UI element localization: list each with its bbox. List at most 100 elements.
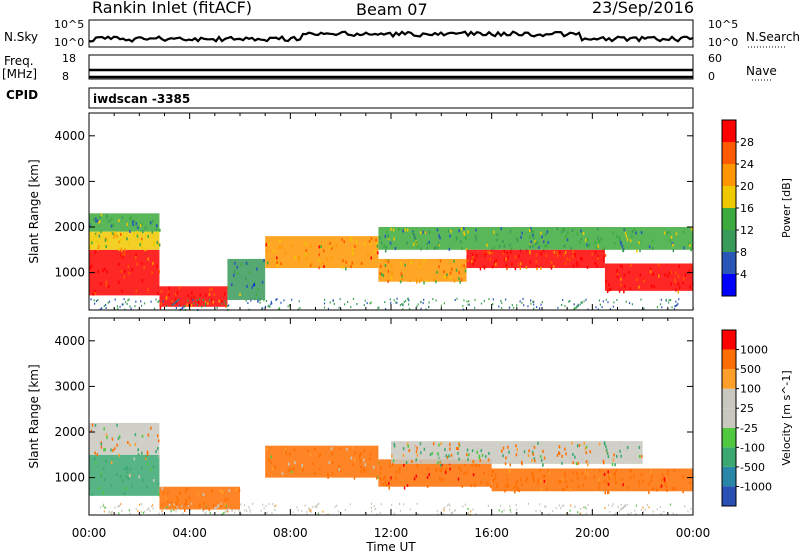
- heatmap-cell: [388, 486, 391, 490]
- heatmap-cell: [223, 292, 226, 296]
- heatmap-cell: [600, 237, 603, 241]
- heatmap-cell: [425, 308, 427, 311]
- heatmap-cell: [531, 450, 534, 454]
- heatmap-cell: [389, 298, 391, 301]
- heatmap-cell: [177, 507, 179, 510]
- heatmap-cell: [308, 507, 310, 510]
- heatmap-cell: [141, 434, 144, 438]
- heatmap-cell: [312, 462, 314, 466]
- x-tick-label: 16:00: [474, 526, 509, 540]
- heatmap-cell: [613, 453, 615, 457]
- heatmap-cell: [383, 245, 386, 249]
- heatmap-cell: [644, 508, 646, 511]
- heatmap-cell: [298, 258, 300, 262]
- heatmap-cell: [575, 462, 578, 466]
- heatmap-cell: [570, 504, 572, 507]
- heatmap-cell: [218, 504, 220, 507]
- heatmap-cell: [197, 300, 200, 304]
- heatmap-cell: [285, 450, 287, 454]
- heatmap-cell: [546, 230, 549, 234]
- heatmap-cell: [656, 508, 659, 511]
- heatmap-cell: [557, 306, 559, 309]
- heatmap-cell: [157, 300, 159, 303]
- heatmap-cell: [146, 508, 148, 511]
- heatmap-cell: [253, 283, 255, 287]
- heatmap-cell: [157, 439, 160, 443]
- heatmap-cell: [620, 242, 622, 246]
- heatmap-cell: [622, 249, 625, 253]
- heatmap-cell: [375, 238, 377, 242]
- heatmap-cell: [580, 512, 582, 515]
- heatmap-cell: [463, 299, 465, 302]
- heatmap-cell: [491, 265, 494, 269]
- heatmap-cell: [507, 255, 509, 259]
- heatmap-cell: [370, 237, 373, 241]
- heatmap-cell: [219, 489, 221, 493]
- heatmap-cell: [439, 259, 442, 263]
- heatmap-cell: [504, 489, 506, 493]
- heatmap-cell: [542, 474, 545, 478]
- heatmap-cell: [587, 238, 589, 242]
- heatmap-cell: [674, 278, 676, 282]
- heatmap-cell: [463, 472, 466, 476]
- heatmap-cell: [89, 224, 91, 228]
- heatmap-cell: [613, 241, 616, 245]
- heatmap-cell: [118, 219, 120, 223]
- heatmap-cell: [672, 512, 674, 515]
- heatmap-cell: [127, 299, 129, 302]
- heatmap-cell: [442, 478, 444, 482]
- heatmap-cell: [328, 460, 331, 464]
- heatmap-cell: [468, 303, 470, 306]
- heatmap-cell: [137, 448, 139, 452]
- heatmap-cell: [395, 476, 397, 480]
- heatmap-cell: [128, 298, 130, 301]
- heatmap-cell: [530, 227, 532, 231]
- heatmap-cell: [535, 509, 537, 512]
- heatmap-cell: [502, 239, 504, 243]
- heatmap-cell: [562, 227, 565, 231]
- heatmap-cell: [532, 230, 534, 234]
- heatmap-cell: [611, 462, 614, 466]
- heatmap-cell: [95, 219, 97, 223]
- heatmap-cell: [631, 230, 634, 234]
- heatmap-cell: [664, 481, 666, 485]
- heatmap-cell: [673, 308, 676, 311]
- heatmap-cell: [598, 299, 601, 302]
- heatmap-cell: [487, 458, 490, 462]
- heatmap-cell: [623, 290, 625, 294]
- heatmap-cell: [661, 473, 664, 477]
- heatmap-cell: [472, 255, 474, 259]
- heatmap-cell: [515, 444, 517, 448]
- heatmap-cell: [607, 490, 610, 494]
- heatmap-cell: [338, 468, 340, 472]
- heatmap-cell: [448, 247, 451, 251]
- heatmap-cell: [444, 470, 447, 474]
- heatmap-cell: [674, 487, 676, 491]
- heatmap-cell: [240, 263, 242, 267]
- heatmap-cell: [506, 267, 508, 271]
- colorbar-tick-label: 20: [740, 180, 754, 193]
- heatmap-cell: [158, 270, 160, 274]
- heatmap-cell: [638, 241, 640, 245]
- heatmap-cell: [602, 300, 604, 303]
- heatmap-cell: [455, 236, 458, 240]
- heatmap-cell: [384, 259, 387, 263]
- heatmap-cell: [666, 231, 669, 235]
- heatmap-cell: [388, 464, 391, 468]
- heatmap-cell: [576, 232, 578, 236]
- heatmap-cell: [607, 491, 609, 495]
- heatmap-cell: [265, 243, 268, 247]
- heatmap-cell: [440, 463, 442, 467]
- heatmap-cell: [156, 434, 159, 438]
- heatmap-cell: [94, 431, 96, 435]
- heatmap-cell: [574, 455, 576, 459]
- heatmap-cell: [266, 447, 268, 451]
- heatmap-band: [466, 249, 605, 269]
- heatmap-cell: [380, 264, 382, 268]
- heatmap-cell: [287, 462, 290, 466]
- heatmap-cell: [508, 306, 511, 309]
- heatmap-cell: [542, 449, 544, 453]
- heatmap-cell: [621, 265, 623, 269]
